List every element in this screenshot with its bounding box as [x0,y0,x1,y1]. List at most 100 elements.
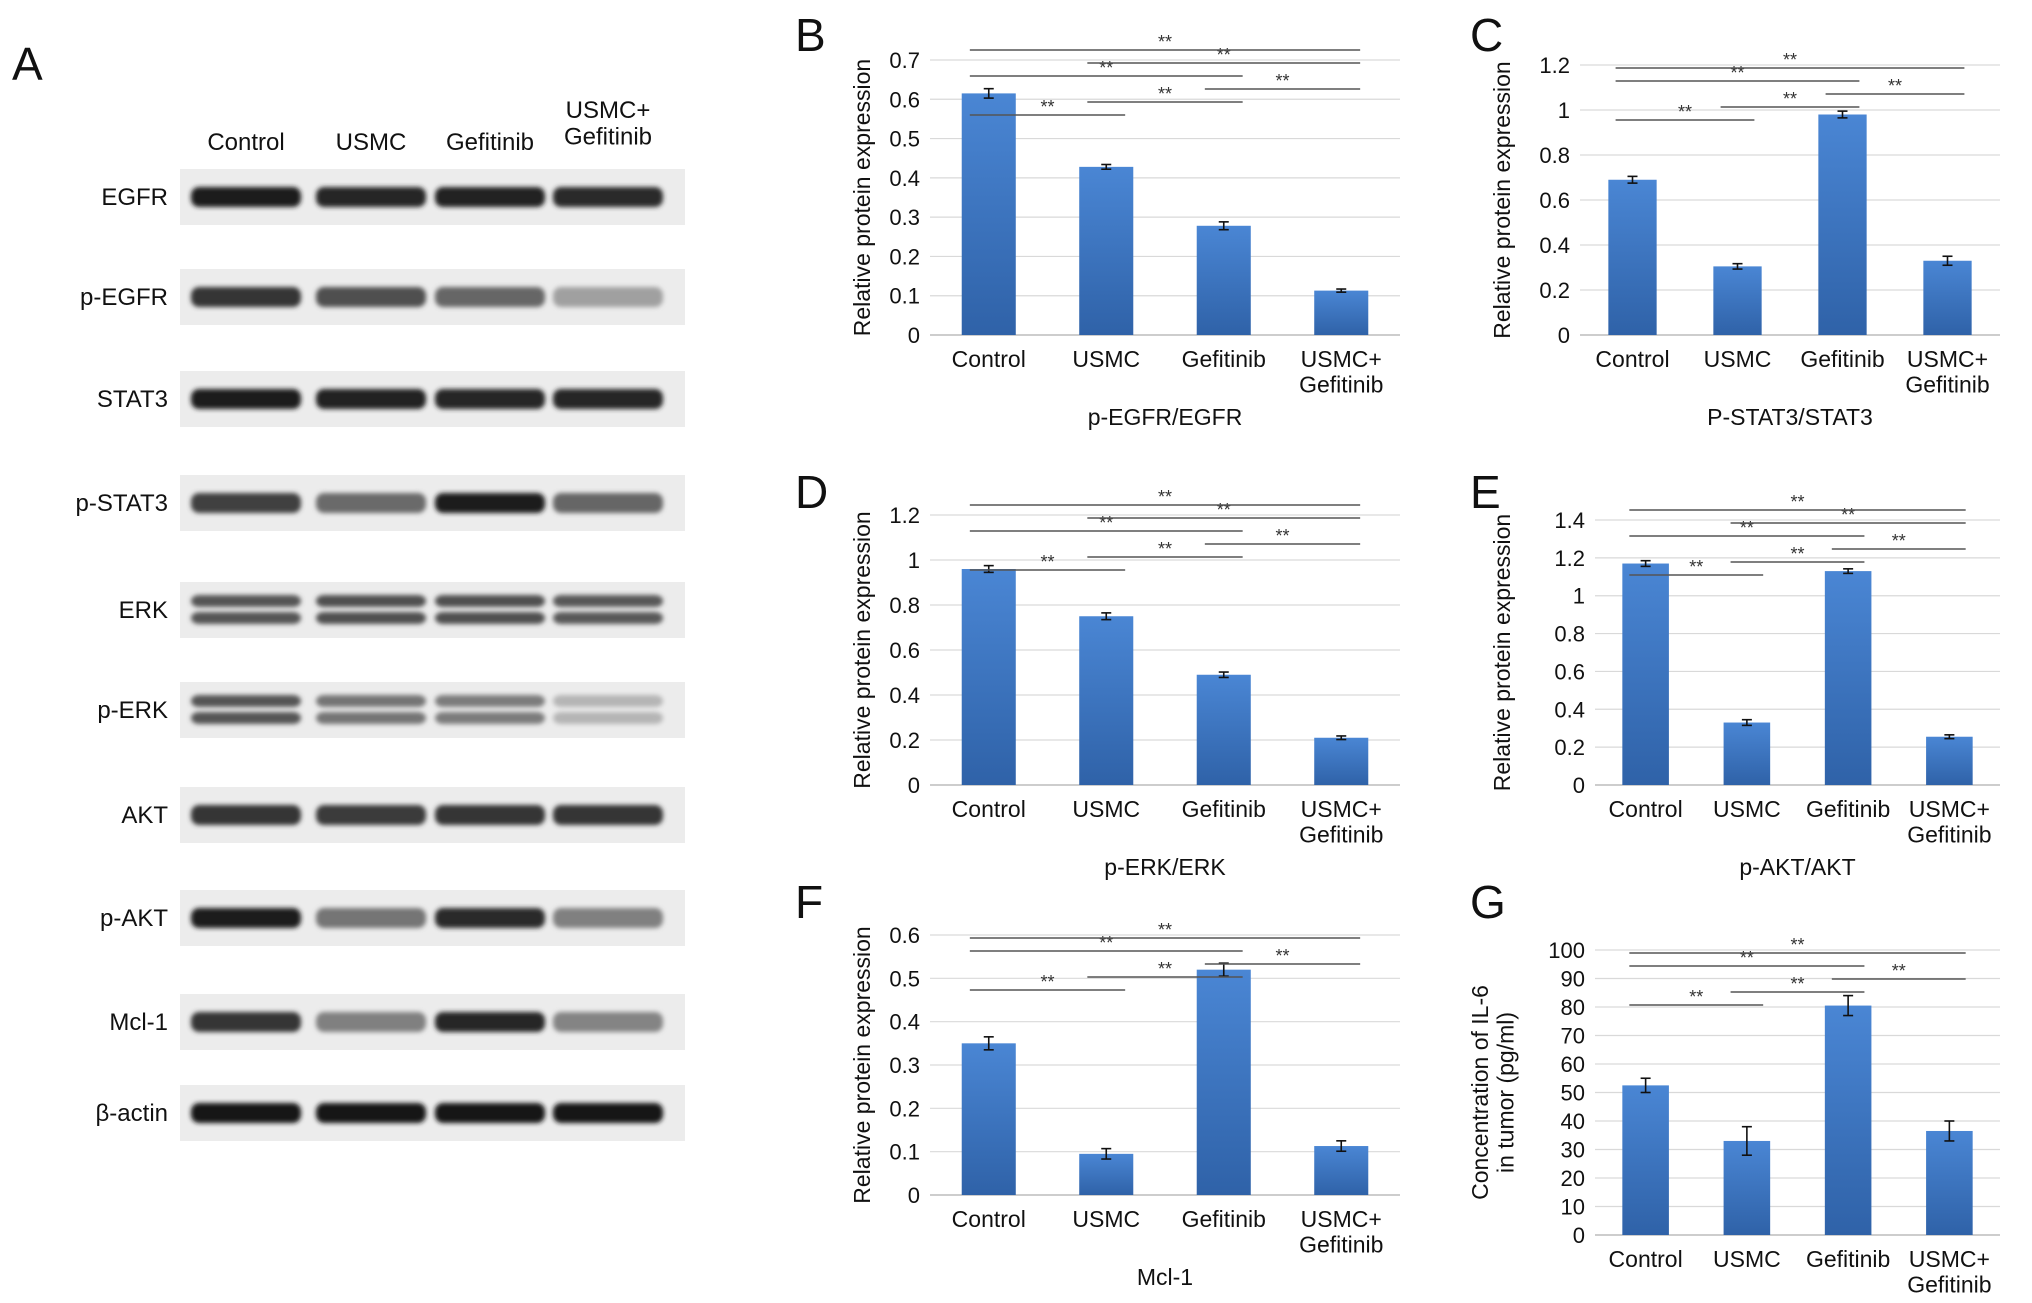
bar-chart: 0 0.2 0.4 0.6 0.8 1 1.2 Relative protein expres… [849,487,1400,880]
significance-bracket: ** [1087,45,1361,65]
blot-lane-label: Gefitinib [446,129,534,156]
blot-band [553,612,663,624]
significance-label: ** [1040,972,1054,992]
bar [1314,1146,1369,1195]
bar [1926,1130,1973,1235]
blot-band [553,287,663,307]
blot-band [435,805,545,825]
x-tick-label: USMC+ Gefitinib [1907,796,1991,847]
bar [1196,225,1251,335]
significance-bracket: ** [1629,987,1764,1007]
y-tick-label: 0.6 [1554,659,1585,684]
y-tick-label: 0.3 [889,1053,920,1078]
y-tick-label: 0.4 [889,1010,920,1035]
x-tick-label: USMC [1072,1206,1140,1232]
chart-panel-d: D 0 0.2 0.4 0.6 0.8 1 1.2 Relative protein expre… [795,465,1420,885]
significance-bracket: ** [1615,50,1965,70]
significance-label: ** [1158,487,1172,507]
significance-bracket: ** [969,58,1243,78]
bar [1079,1153,1134,1195]
blot-lane-label: USMC [336,129,407,156]
significance-bracket: ** [969,972,1126,992]
blot-row-label: EGFR [101,184,168,211]
x-tick-label: Control [952,796,1026,822]
bar [961,1043,1016,1195]
significance-label: ** [1689,987,1703,1007]
blot-band [191,389,301,409]
bar [1622,1085,1669,1235]
x-tick-label: USMC [1713,1246,1781,1272]
y-tick-label: 0.4 [889,683,920,708]
blot-band [191,612,301,624]
significance-bracket: ** [969,933,1243,953]
y-tick-label: 0.1 [889,284,920,309]
significance-label: ** [1888,76,1902,96]
y-tick-label: 0.6 [1539,188,1570,213]
significance-label: ** [1740,948,1754,968]
blot-band [553,493,663,513]
error-bar [1101,163,1112,171]
significance-bracket: ** [1831,961,1966,981]
y-tick-label: 0.6 [889,923,920,948]
significance-bracket: ** [1730,974,1865,994]
y-axis-label: Relative protein expression [1489,514,1515,791]
error-bar [1336,288,1347,293]
significance-label: ** [1689,557,1703,577]
error-bar [1944,734,1955,740]
significance-label: ** [1040,552,1054,572]
bar [1818,114,1867,335]
error-bar [1218,671,1229,679]
blot-row-label: p-EGFR [80,284,168,311]
x-tick-label: Control [952,346,1026,372]
blot-band [553,595,663,607]
y-tick-label: 50 [1561,1081,1585,1106]
y-tick-label: 1 [1558,98,1570,123]
significance-label: ** [1099,933,1113,953]
x-tick-label: Gefitinib [1182,796,1266,822]
x-tick-label: USMC [1072,796,1140,822]
x-tick-label: USMC+ Gefitinib [1907,1246,1991,1297]
blot-row-label: p-STAT3 [76,490,168,517]
panel-letter-b: B [795,9,826,61]
error-bar [1101,1147,1112,1160]
blot-band [316,1103,426,1123]
blot-lane-label: USMC+ Gefitinib [564,97,652,150]
bar [1622,563,1669,785]
blot-band [316,908,426,928]
y-tick-label: 0.2 [889,1096,920,1121]
significance-bracket: ** [1204,946,1361,966]
y-tick-label: 0.8 [889,593,920,618]
bar [1196,969,1251,1195]
significance-label: ** [1730,63,1744,83]
y-tick-label: 0.2 [1554,735,1585,760]
panel-letter-f: F [795,876,824,928]
blot-band [553,908,663,928]
y-tick-label: 1 [908,548,920,573]
significance-label: ** [1275,526,1289,546]
y-axis-label: Relative protein expression [849,511,875,788]
significance-label: ** [1099,513,1113,533]
blot-band [553,187,663,207]
chart-panel-b: B 0 0.1 0.2 0.3 0.4 0.5 0.6 0.7 Relative protein … [795,9,1420,430]
y-tick-label: 0.8 [1554,622,1585,647]
blot-lane-label: Control [207,129,284,156]
blot-row-label: AKT [121,802,168,829]
significance-label: ** [1790,974,1804,994]
significance-bracket: ** [1615,102,1755,122]
significance-label: ** [1099,58,1113,78]
significance-label: ** [1158,84,1172,104]
error-bar [1218,962,1229,977]
blot-row-label: STAT3 [97,386,168,413]
blot-band [191,908,301,928]
significance-bracket: ** [1720,89,1860,109]
significance-bracket: ** [1087,959,1243,979]
y-axis-label: Relative protein expression [849,59,875,336]
error-bar [1640,1077,1651,1094]
y-tick-label: 0 [1573,1223,1585,1248]
x-tick-label: USMC+ Gefitinib [1905,346,1989,397]
y-tick-label: 1.2 [1554,546,1585,571]
significance-label: ** [1892,961,1906,981]
blot-band [316,595,426,607]
significance-bracket: ** [969,32,1361,52]
blot-band [316,612,426,624]
